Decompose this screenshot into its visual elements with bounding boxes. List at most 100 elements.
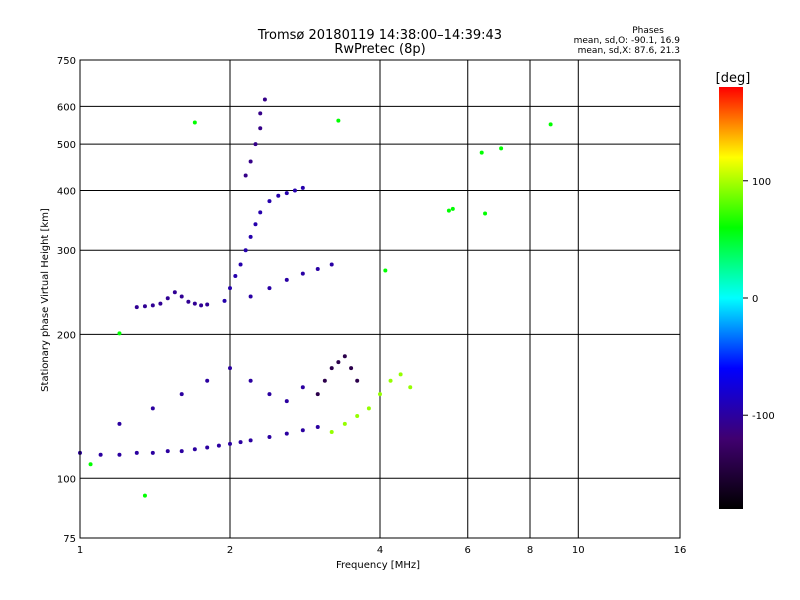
data-point [172,290,177,295]
data-point [150,303,155,308]
data-point [388,378,393,383]
x-tick-label: 2 [227,545,233,556]
data-point [199,303,204,308]
data-point [205,302,210,307]
data-point [233,273,238,278]
data-point [408,385,413,390]
y-tick-label: 750 [57,56,76,67]
data-point [267,434,272,439]
data-point [383,268,388,273]
data-point [258,126,263,131]
data-point [88,462,93,467]
data-point [262,97,267,102]
stats-heading: Phases [632,26,664,36]
x-tick-label: 16 [674,545,687,556]
x-tick-label: 8 [527,545,533,556]
data-point [499,146,504,151]
data-point [446,208,451,213]
data-point [258,111,263,116]
data-point [165,296,170,301]
data-point [483,211,488,216]
colorbar-label: [deg] [716,71,751,86]
data-point [117,421,122,426]
data-point [267,199,272,204]
data-point [134,450,139,455]
data-point [300,185,305,190]
data-point [117,331,122,336]
data-point [150,406,155,411]
data-point [284,191,289,196]
data-points [78,97,553,498]
data-point [342,421,347,426]
stats-line-x: mean, sd,X: 87.6, 21.3 [578,46,680,56]
data-point [258,210,263,215]
data-point [222,298,227,303]
data-point [398,372,403,377]
y-axis-label: Stationary phase Virtual Height [km] [40,208,51,392]
data-point [248,438,253,443]
stats-line-o: mean, sd,O: -90.1, 16.9 [574,36,681,46]
data-point [300,385,305,390]
data-point [355,378,360,383]
data-point [479,150,484,155]
grid [80,60,680,538]
data-point [329,366,334,371]
y-tick-label: 200 [57,330,76,341]
data-point [329,429,334,434]
data-point [315,267,320,272]
data-point [355,413,360,418]
data-point [284,431,289,436]
x-tick-label: 4 [377,545,383,556]
data-point [158,301,163,306]
data-point [450,206,455,211]
data-point [186,299,191,304]
data-point [336,360,341,365]
data-point [205,445,210,450]
data-point [228,441,232,446]
data-point [300,428,305,433]
data-point [192,120,197,125]
data-point [179,392,184,397]
data-point [248,378,253,383]
y-tick-label: 400 [57,186,76,197]
data-point [205,378,210,383]
data-point [315,392,320,397]
chart-title: Tromsø 20180119 14:38:00–14:39:43 [257,28,502,43]
data-point [142,304,147,309]
y-tick-label: 100 [57,474,76,485]
data-point [248,294,253,299]
data-point [98,452,103,457]
data-point [228,366,232,371]
colorbar: [deg] 100 0 -100 [716,71,775,509]
data-point [134,305,139,310]
data-point [248,234,253,239]
data-point [243,248,248,253]
data-point [179,449,184,454]
x-axis-ticks: 1 2 4 6 8 10 16 [77,545,687,556]
data-point [336,118,341,123]
data-point [192,447,197,452]
data-point [253,142,258,147]
data-point [349,366,354,371]
data-point [150,450,155,455]
x-tick-label: 10 [572,545,585,556]
colorbar-tick-label: 100 [752,177,771,188]
x-tick-label: 6 [465,545,471,556]
data-point [276,193,281,198]
data-point [284,277,289,282]
x-axis-label: Frequency [MHz] [336,560,420,571]
data-point [248,159,253,164]
y-tick-label: 75 [63,534,76,545]
data-point [284,399,289,404]
data-point [243,173,248,178]
data-point [165,449,170,454]
data-point [292,188,297,193]
x-tick-label: 1 [77,545,83,556]
colorbar-tick-label: -100 [752,411,775,422]
plot-frame [79,59,681,539]
data-point [228,286,232,291]
y-tick-label: 300 [57,246,76,257]
colorbar-tick-label: 0 [752,294,758,305]
data-point [300,271,305,276]
